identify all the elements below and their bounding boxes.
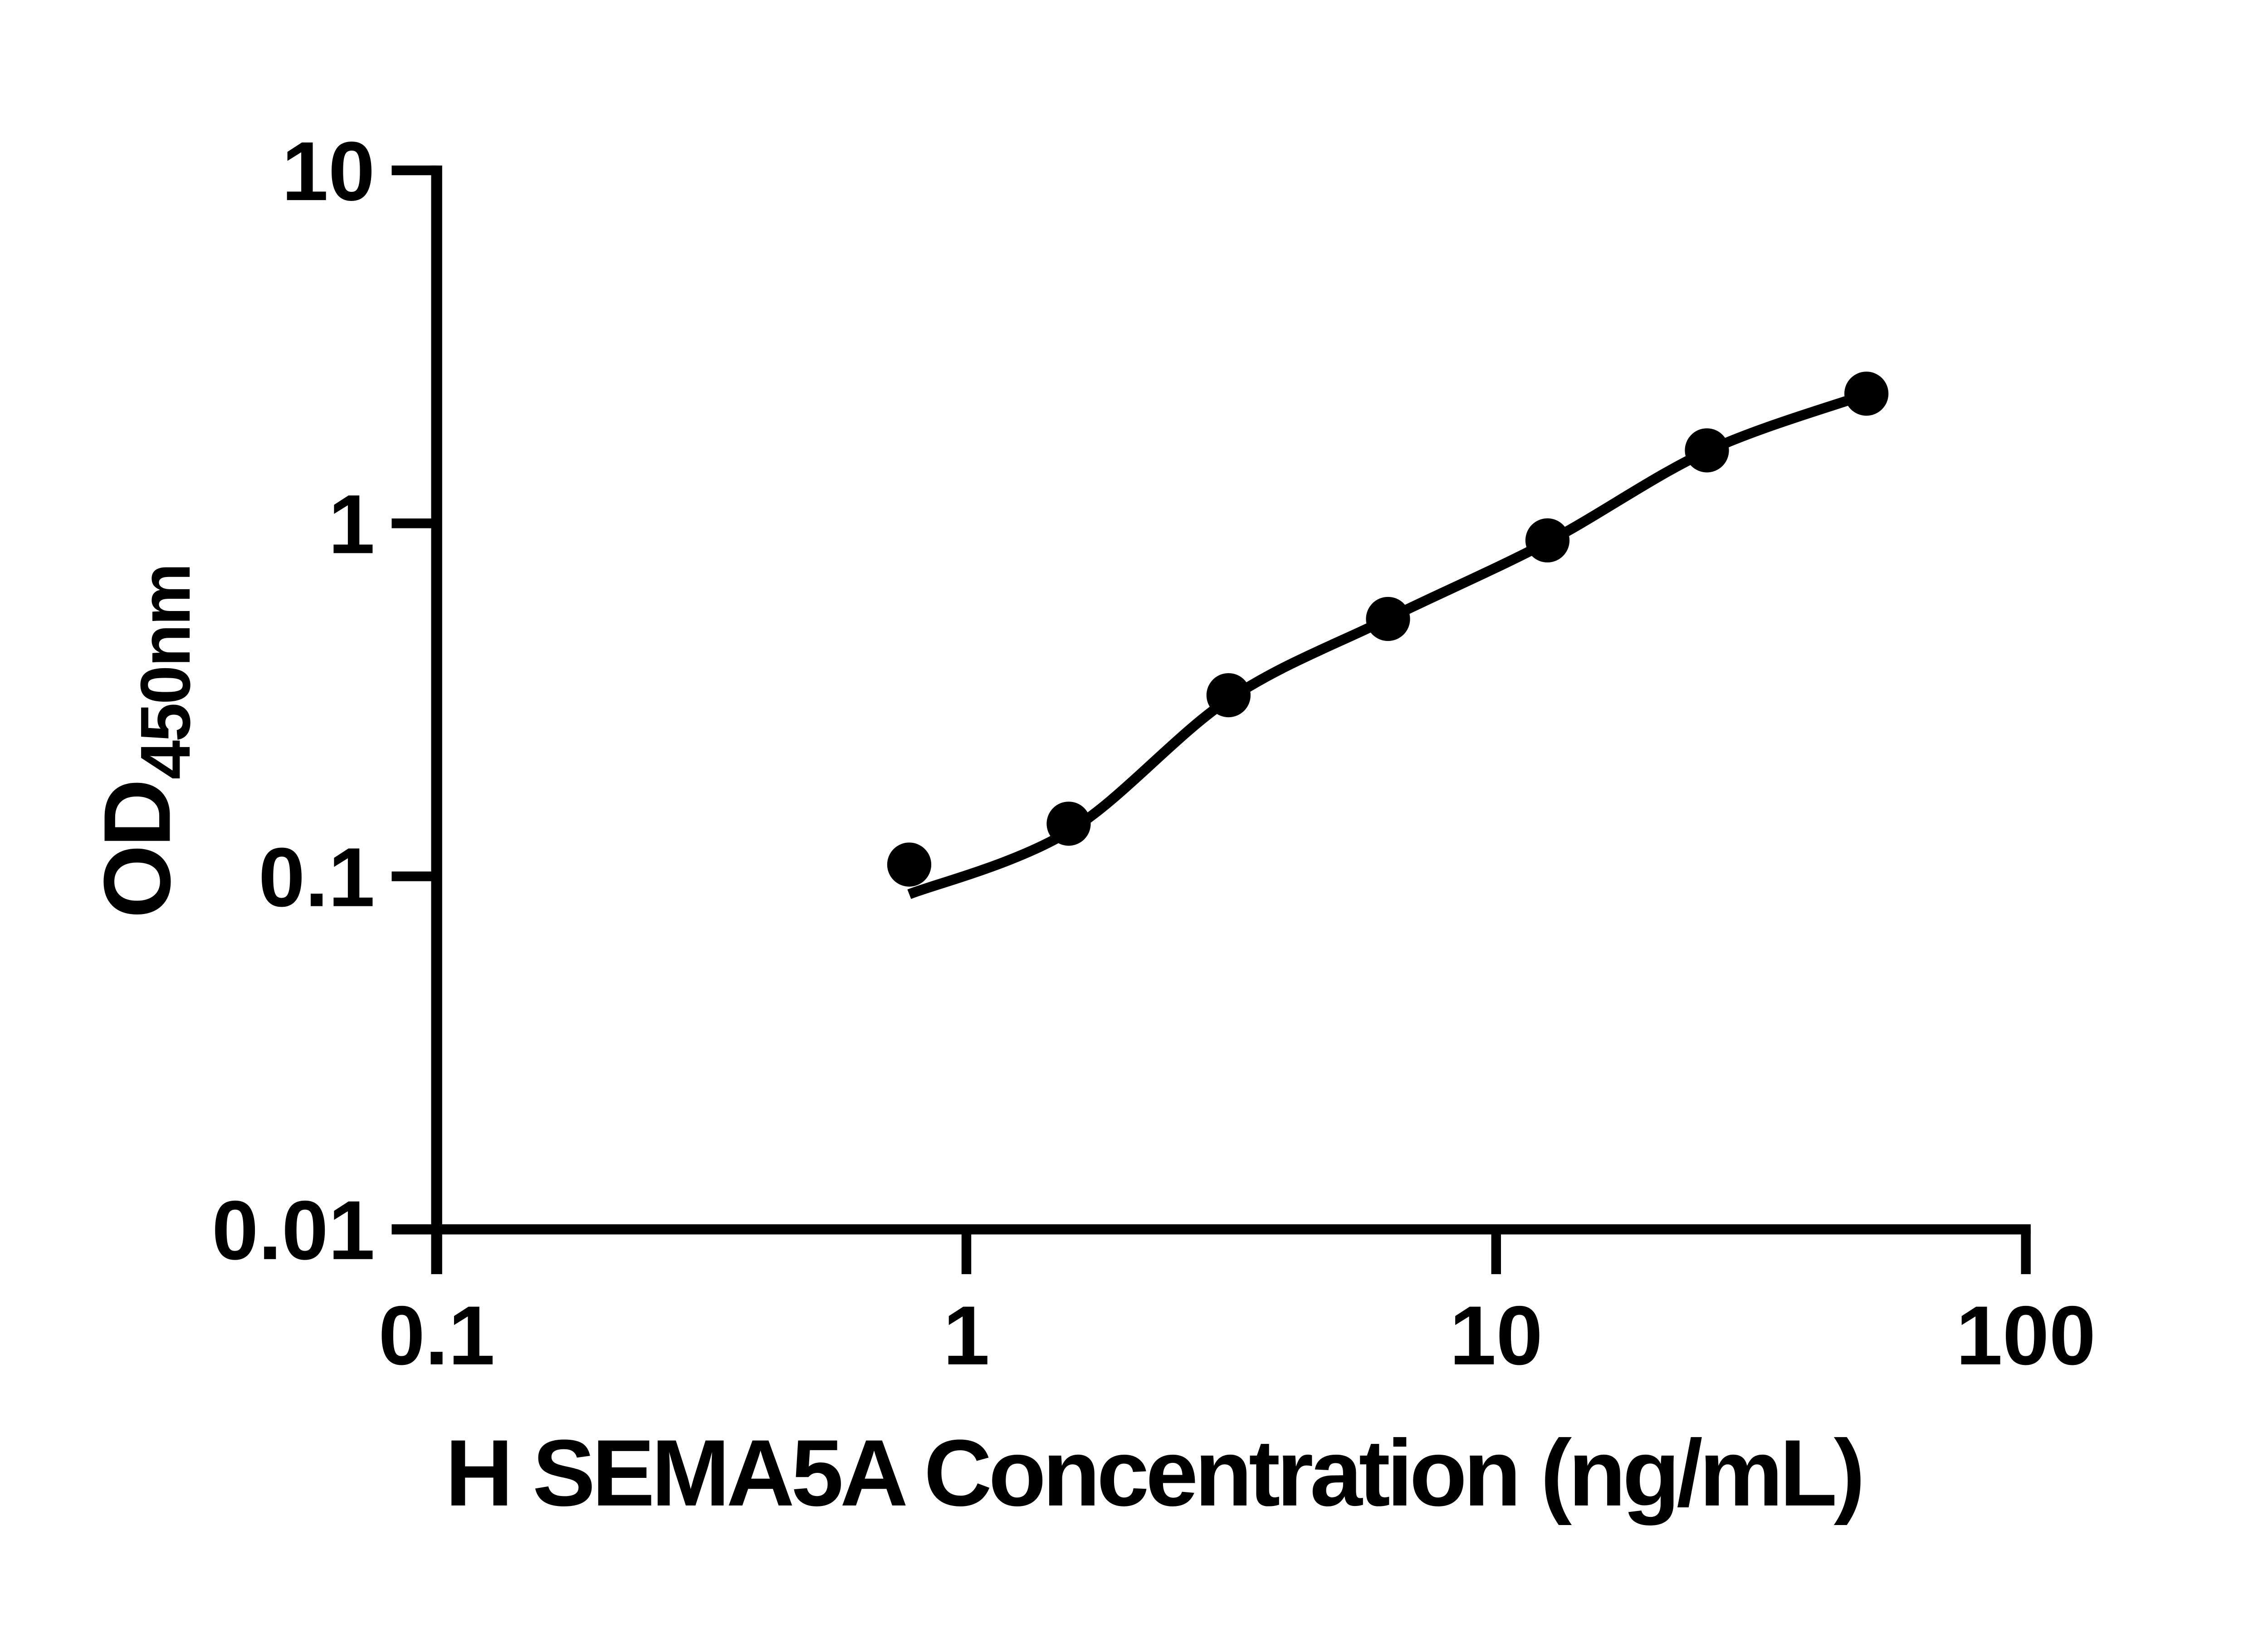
data-point-x12.5 xyxy=(1525,518,1570,562)
y-axis-title-subscript: 450nm xyxy=(126,565,205,780)
y-axis-tick-label-1: 1 xyxy=(328,478,375,571)
y-axis-title: OD 450nm xyxy=(84,565,205,919)
data-point-x25 xyxy=(1685,428,1729,473)
x-axis-tick-label-1: 1 xyxy=(943,1289,990,1383)
x-axis-title: H SEMA5A Concentration (ng/mL) xyxy=(445,1421,1862,1526)
y-axis-tick-label-0.01: 0.01 xyxy=(212,1184,375,1277)
x-axis-tick-label-100: 100 xyxy=(1956,1289,2096,1383)
data-point-x1.56 xyxy=(1046,802,1091,846)
y-axis-title-main: OD xyxy=(84,782,190,919)
data-point-x3.125 xyxy=(1206,673,1251,718)
x-axis-tick-label-0.1: 0.1 xyxy=(378,1289,495,1383)
x-axis-tick-label-10: 10 xyxy=(1450,1289,1543,1383)
data-point-x6.25 xyxy=(1366,596,1410,641)
data-point-x0.78 xyxy=(887,842,932,887)
data-point-x50 xyxy=(1844,372,1889,416)
plot-area xyxy=(887,372,1889,899)
y-axis-tick-label-0.1: 0.1 xyxy=(259,831,375,924)
y-axis-tick-label-10: 10 xyxy=(282,125,375,218)
